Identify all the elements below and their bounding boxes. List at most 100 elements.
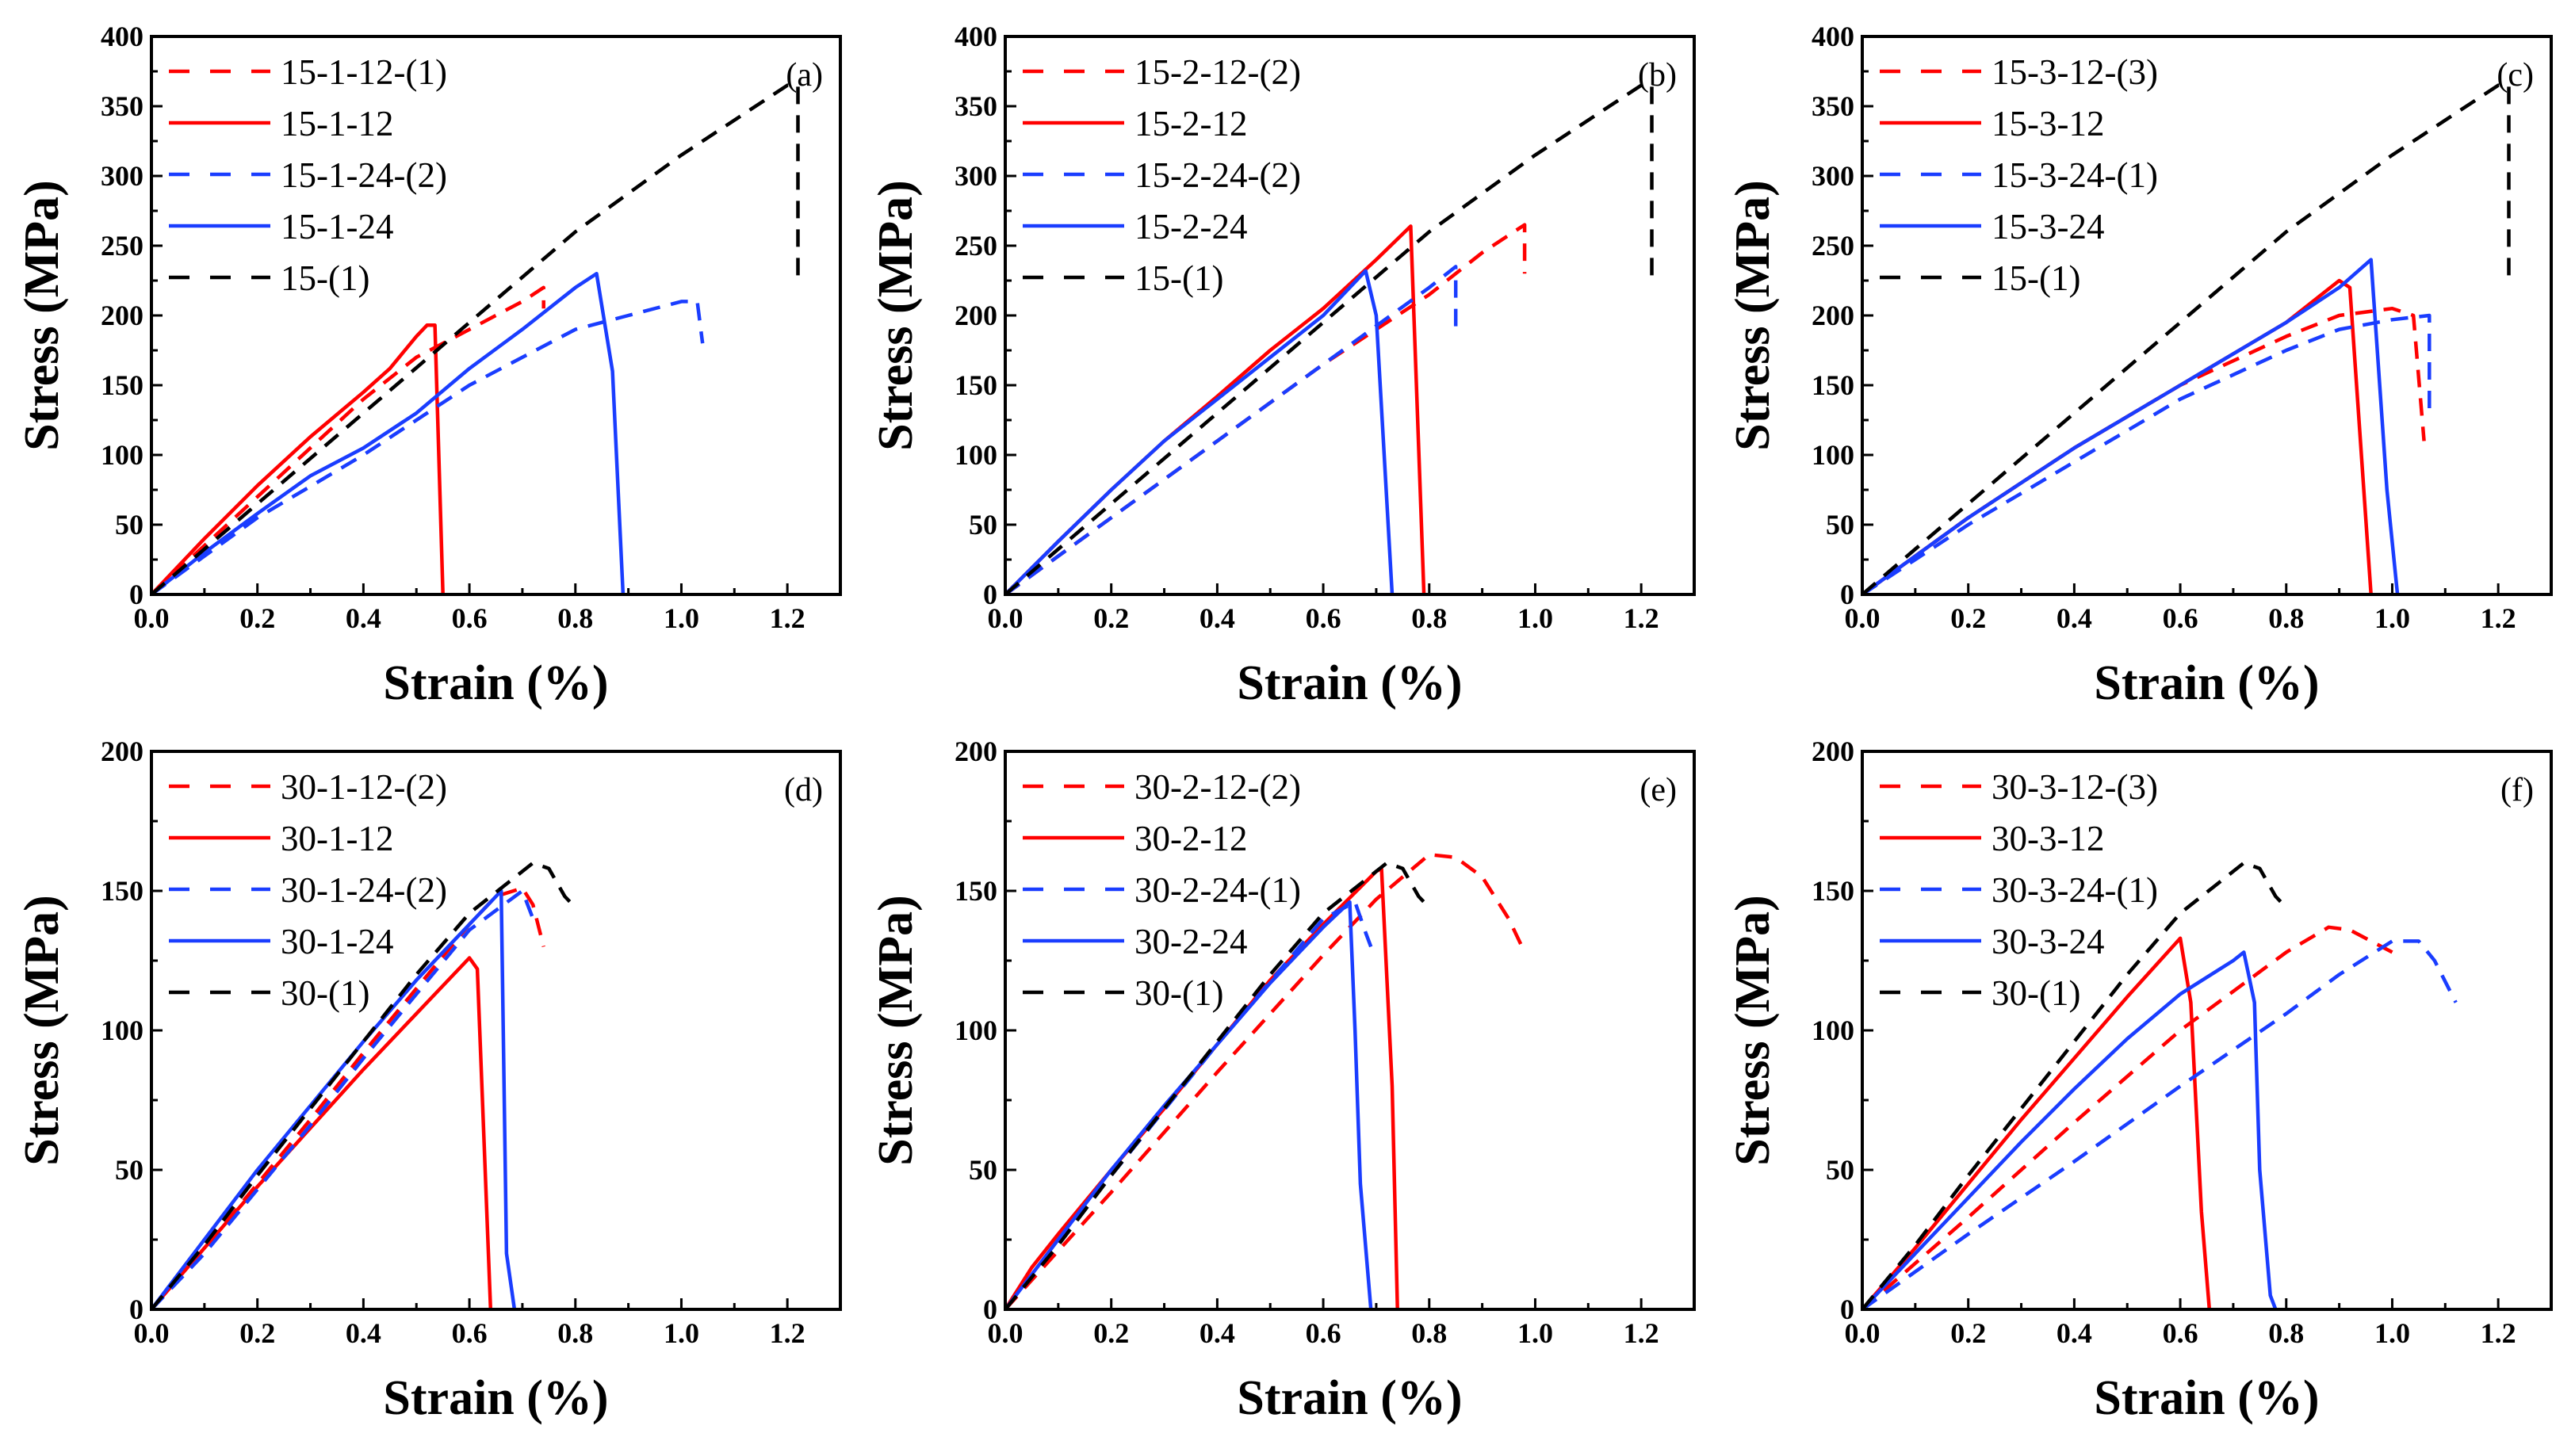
legend-entry: 30-1-12-(2): [281, 767, 447, 807]
panel-label: (d): [784, 772, 823, 808]
legend-entry: 30-(1): [1134, 973, 1223, 1013]
y-tick-label: 300: [101, 160, 143, 192]
panel-a: 0.0 0.2 0.4 0.6 0.8 1.0 1.2 0 50 100 150 200 250 300 3…: [15, 21, 842, 710]
y-tick-label: 200: [955, 736, 997, 767]
x-tick-label: 0.8: [557, 1317, 593, 1349]
panel-label: (f): [2500, 772, 2534, 808]
y-tick-label: 50: [969, 509, 997, 541]
x-tick-label: 1.2: [1624, 602, 1659, 634]
series-line-30-3-24-(1): [1861, 939, 2458, 1311]
x-tick-label: 0.0: [988, 602, 1023, 634]
legend-entry: 30-3-24: [1992, 922, 2104, 961]
y-tick-label: 300: [955, 160, 997, 192]
x-axis-title: Strain (%): [1237, 656, 1462, 710]
x-tick-label: 0.8: [1411, 602, 1447, 634]
x-tick-label: 0.8: [2268, 602, 2304, 634]
legend-entry: 15-1-12: [281, 104, 393, 143]
x-tick-label: 0.0: [1845, 1317, 1881, 1349]
y-tick-label: 0: [983, 579, 997, 610]
legend: 15-1-12-(1) 15-1-12 15-1-24-(2) 15-1-24 15-(…: [169, 52, 447, 298]
x-tick-label: 0.4: [2057, 602, 2092, 634]
y-tick-label: 200: [101, 300, 143, 331]
panel-c: 0.0 0.2 0.4 0.6 0.8 1.0 1.2 0 50 100 150 200 250 300 3…: [1726, 21, 2553, 710]
series-line-30-2-24-(1): [1004, 900, 1373, 1311]
legend: 15-2-12-(2) 15-2-12 15-2-24-(2) 15-2-24 15-(…: [1023, 52, 1301, 298]
y-tick-label: 150: [1812, 369, 1854, 401]
y-tick-label: 100: [955, 1015, 997, 1046]
y-tick-label: 250: [101, 230, 143, 262]
legend-entry: 15-2-12: [1134, 104, 1247, 143]
series-line-30-1-24-(2): [150, 889, 535, 1311]
x-axis-title: Strain (%): [383, 656, 608, 710]
x-tick-label: 0.6: [2163, 1317, 2198, 1349]
x-tick-label: 0.4: [346, 1317, 381, 1349]
x-tick-label: 0.2: [239, 1317, 275, 1349]
x-axis-title: Strain (%): [2094, 1371, 2319, 1425]
y-tick-label: 200: [101, 736, 143, 767]
x-axis-title: Strain (%): [2094, 656, 2319, 710]
legend-entry: 30-(1): [1992, 973, 2080, 1013]
x-tick-label: 0.4: [2057, 1317, 2092, 1349]
y-tick-label: 400: [101, 21, 143, 52]
x-tick-label: 0.8: [2268, 1317, 2304, 1349]
x-tick-label: 1.0: [1517, 602, 1553, 634]
legend-entry: 15-3-12: [1992, 104, 2104, 143]
legend-entry: 30-3-12: [1992, 819, 2104, 858]
legend-entry: 15-1-24-(2): [281, 155, 447, 195]
y-tick-label: 0: [1840, 579, 1854, 610]
legend: 15-3-12-(3) 15-3-12 15-3-24-(1) 15-3-24 15-(…: [1880, 52, 2158, 298]
panel-label: (b): [1638, 57, 1677, 94]
x-tick-label: 1.2: [1624, 1317, 1659, 1349]
series-line-15-2-24: [1004, 269, 1395, 596]
y-tick-label: 200: [1812, 736, 1854, 767]
series-line-15-(1): [1861, 83, 2511, 596]
x-tick-label: 0.2: [1950, 1317, 1986, 1349]
plot-frame: [150, 750, 842, 1311]
y-tick-label: 400: [1812, 21, 1854, 52]
legend-entry: 15-2-24-(2): [1134, 155, 1301, 195]
legend-entry: 15-(1): [1134, 258, 1223, 298]
x-tick-label: 0.2: [239, 602, 275, 634]
legend-entry: 30-3-24-(1): [1992, 870, 2158, 910]
y-tick-label: 400: [955, 21, 997, 52]
x-tick-label: 0.4: [1199, 1317, 1235, 1349]
y-tick-label: 300: [1812, 160, 1854, 192]
x-tick-label: 1.0: [664, 602, 699, 634]
y-tick-label: 100: [1812, 1015, 1854, 1046]
legend-entry: 15-3-24-(1): [1992, 155, 2158, 195]
y-tick-label: 100: [101, 439, 143, 471]
legend-entry: 15-1-24: [281, 207, 393, 246]
y-tick-label: 100: [955, 439, 997, 471]
legend-entry: 15-1-12-(1): [281, 52, 447, 92]
legend-entry: 30-(1): [281, 973, 369, 1013]
y-tick-label: 0: [1840, 1294, 1854, 1325]
y-tick-label: 50: [115, 1154, 143, 1186]
y-tick-label: 200: [1812, 300, 1854, 331]
x-tick-label: 1.2: [770, 602, 805, 634]
x-tick-label: 0.8: [557, 602, 593, 634]
y-axis-title: Stress (MPa): [1726, 895, 1780, 1165]
y-tick-label: 50: [1826, 1154, 1854, 1186]
y-tick-label: 250: [955, 230, 997, 262]
panel-label: (e): [1640, 772, 1677, 808]
x-tick-label: 0.4: [346, 602, 381, 634]
series-line-30-1-12-(2): [150, 886, 545, 1311]
y-tick-label: 250: [1812, 230, 1854, 262]
legend-entry: 30-3-12-(3): [1992, 767, 2158, 807]
y-tick-label: 0: [129, 1294, 143, 1325]
panel-label: (c): [2497, 57, 2534, 94]
panel-e: 0.0 0.2 0.4 0.6 0.8 1.0 1.2 0 50 100 150 200 Strain …: [869, 736, 1696, 1425]
y-axis-title: Stress (MPa): [15, 895, 69, 1165]
series-line-30-2-12-(2): [1004, 852, 1527, 1311]
series-line-30-1-12: [150, 956, 493, 1311]
x-axis-title: Strain (%): [383, 1371, 608, 1425]
legend-entry: 15-2-24: [1134, 207, 1247, 246]
series-line-15-2-24-(2): [1004, 265, 1458, 596]
y-tick-label: 100: [1812, 439, 1854, 471]
legend-entry: 15-(1): [281, 258, 369, 298]
panel-label: (a): [786, 57, 823, 94]
legend-entry: 30-2-12-(2): [1134, 767, 1301, 807]
x-tick-label: 0.2: [1950, 602, 1986, 634]
series-line-15-3-24: [1861, 258, 2400, 596]
